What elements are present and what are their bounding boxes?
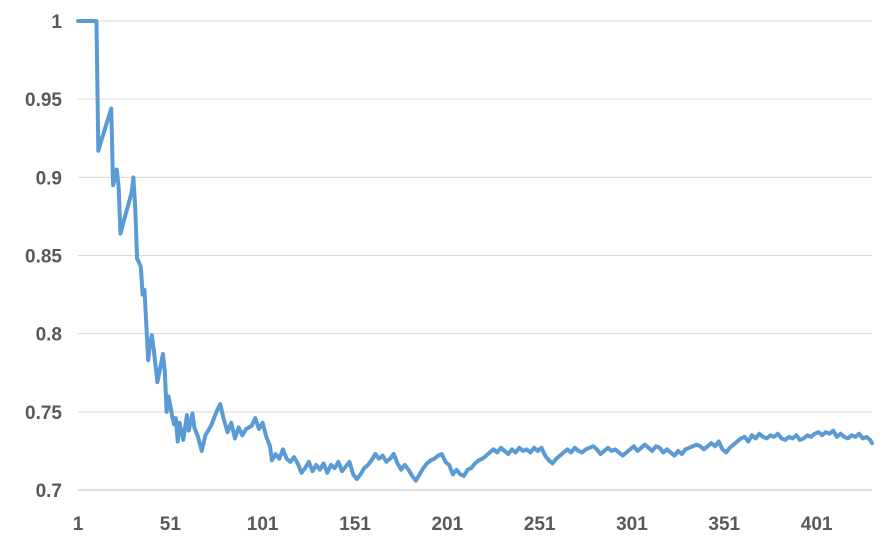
x-tick-label: 101 [247,514,279,535]
x-tick-label: 151 [339,514,371,535]
x-tick-label: 301 [616,514,648,535]
y-tick-label: 0.9 [36,168,62,189]
x-tick-label: 351 [708,514,740,535]
y-axis: 1 0.95 0.9 0.85 0.8 0.75 0.7 [25,12,62,502]
x-tick-label: 51 [160,514,182,535]
y-tick-label: 0.75 [25,403,62,424]
x-tick-label: 251 [524,514,556,535]
y-tick-label: 0.85 [25,247,62,268]
x-axis: 1 51 101 151 201 251 301 351 401 [73,514,833,535]
y-tick-label: 1 [51,12,62,33]
x-tick-label: 1 [73,514,84,535]
gridlines [78,20,872,491]
series-layer [76,19,874,483]
x-tick-label: 401 [801,514,833,535]
y-tick-label: 0.7 [36,481,62,502]
x-tick-label: 201 [431,514,463,535]
y-tick-label: 0.8 [36,325,62,346]
series-line [76,19,874,483]
y-tick-label: 0.95 [25,90,62,111]
